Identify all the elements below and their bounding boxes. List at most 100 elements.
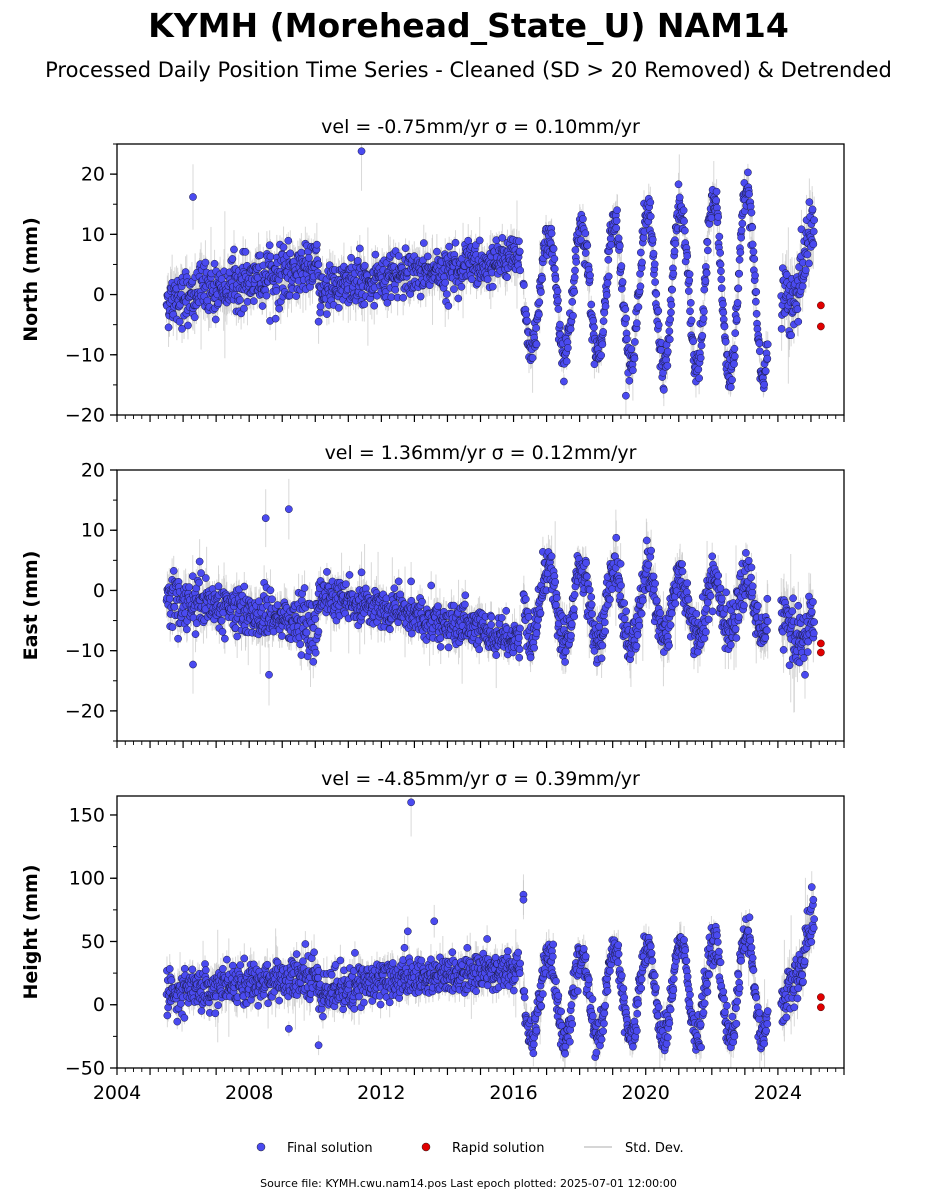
final-point: [305, 253, 313, 262]
final-point: [532, 324, 540, 332]
final-point: [805, 259, 813, 268]
final-point: [745, 190, 753, 198]
final-solution-points: [162, 505, 818, 679]
final-point: [615, 242, 624, 250]
final-point: [236, 296, 244, 304]
final-point: [323, 310, 331, 318]
final-point: [599, 328, 608, 336]
final-point: [475, 236, 484, 245]
final-point: [189, 193, 197, 201]
final-point: [737, 226, 746, 235]
final-point: [732, 315, 741, 324]
final-point: [590, 323, 598, 332]
final-point: [681, 226, 689, 235]
final-point: [523, 316, 531, 325]
final-point: [360, 261, 369, 270]
final-point: [731, 329, 740, 338]
final-point: [399, 293, 408, 302]
final-point: [737, 233, 746, 242]
y-tick-label: −20: [65, 405, 105, 427]
final-point: [314, 260, 323, 269]
final-point: [694, 365, 703, 374]
final-point: [704, 246, 712, 255]
final-point: [684, 287, 693, 295]
final-point: [334, 304, 343, 312]
final-point: [355, 244, 364, 253]
final-point: [401, 244, 410, 253]
final-point: [550, 254, 559, 263]
final-point: [571, 266, 579, 275]
final-point: [201, 258, 210, 267]
panel-0: vel = -0.75mm/yr σ = 0.10mm/yr North (mm)…: [20, 116, 845, 427]
final-point: [748, 223, 757, 232]
final-point: [623, 335, 631, 343]
final-point: [547, 229, 556, 238]
final-solution-points: [162, 147, 818, 400]
final-point: [651, 278, 659, 286]
y-tick-label: 20: [81, 164, 105, 186]
final-point: [279, 243, 288, 252]
final-point: [241, 248, 250, 256]
final-point: [667, 300, 676, 309]
final-point: [174, 634, 182, 643]
final-point: [627, 345, 636, 353]
final-point: [634, 303, 643, 311]
final-point: [569, 311, 577, 320]
final-point: [621, 305, 630, 313]
final-point: [650, 260, 659, 269]
final-point: [735, 255, 744, 264]
final-point: [498, 234, 507, 242]
final-point: [748, 240, 757, 249]
final-point: [589, 317, 598, 325]
final-point: [360, 300, 369, 309]
final-point: [256, 251, 265, 260]
final-point: [442, 290, 451, 298]
final-point: [695, 374, 703, 383]
final-point: [702, 269, 711, 277]
final-point: [633, 319, 641, 328]
final-point: [528, 354, 537, 362]
final-point: [736, 248, 745, 257]
final-point: [750, 255, 759, 263]
final-point: [712, 196, 721, 205]
final-point: [685, 270, 694, 279]
final-point: [696, 354, 705, 362]
final-point: [286, 291, 294, 300]
final-point: [668, 285, 677, 294]
final-point: [230, 245, 238, 254]
final-point: [715, 232, 724, 241]
final-point: [556, 320, 564, 329]
final-point: [652, 290, 661, 298]
final-point: [210, 259, 219, 268]
final-point: [562, 357, 571, 366]
final-point: [520, 281, 528, 289]
rapid-point: [817, 301, 825, 310]
final-point: [423, 252, 432, 261]
final-point: [638, 258, 646, 267]
final-point: [699, 314, 708, 323]
final-point: [587, 300, 596, 309]
final-point: [761, 367, 770, 375]
final-point: [568, 298, 577, 306]
final-point: [211, 315, 220, 324]
final-point: [275, 304, 284, 313]
figure-subtitle: Processed Daily Position Time Series - C…: [45, 58, 892, 82]
final-point: [749, 247, 758, 256]
final-point: [451, 238, 460, 247]
final-point: [700, 285, 709, 294]
y-axis-label: East (mm): [20, 551, 42, 661]
final-point: [734, 284, 743, 293]
final-point: [697, 341, 706, 350]
final-point: [659, 386, 668, 394]
final-point: [649, 249, 658, 258]
final-point: [170, 603, 179, 611]
final-point: [714, 213, 723, 221]
final-point: [560, 377, 568, 386]
final-point: [457, 282, 466, 291]
final-point: [663, 361, 672, 370]
y-tick-label: −10: [65, 344, 105, 366]
final-point: [717, 275, 726, 284]
final-point: [185, 583, 194, 592]
final-point: [604, 255, 613, 264]
final-point: [666, 315, 675, 324]
